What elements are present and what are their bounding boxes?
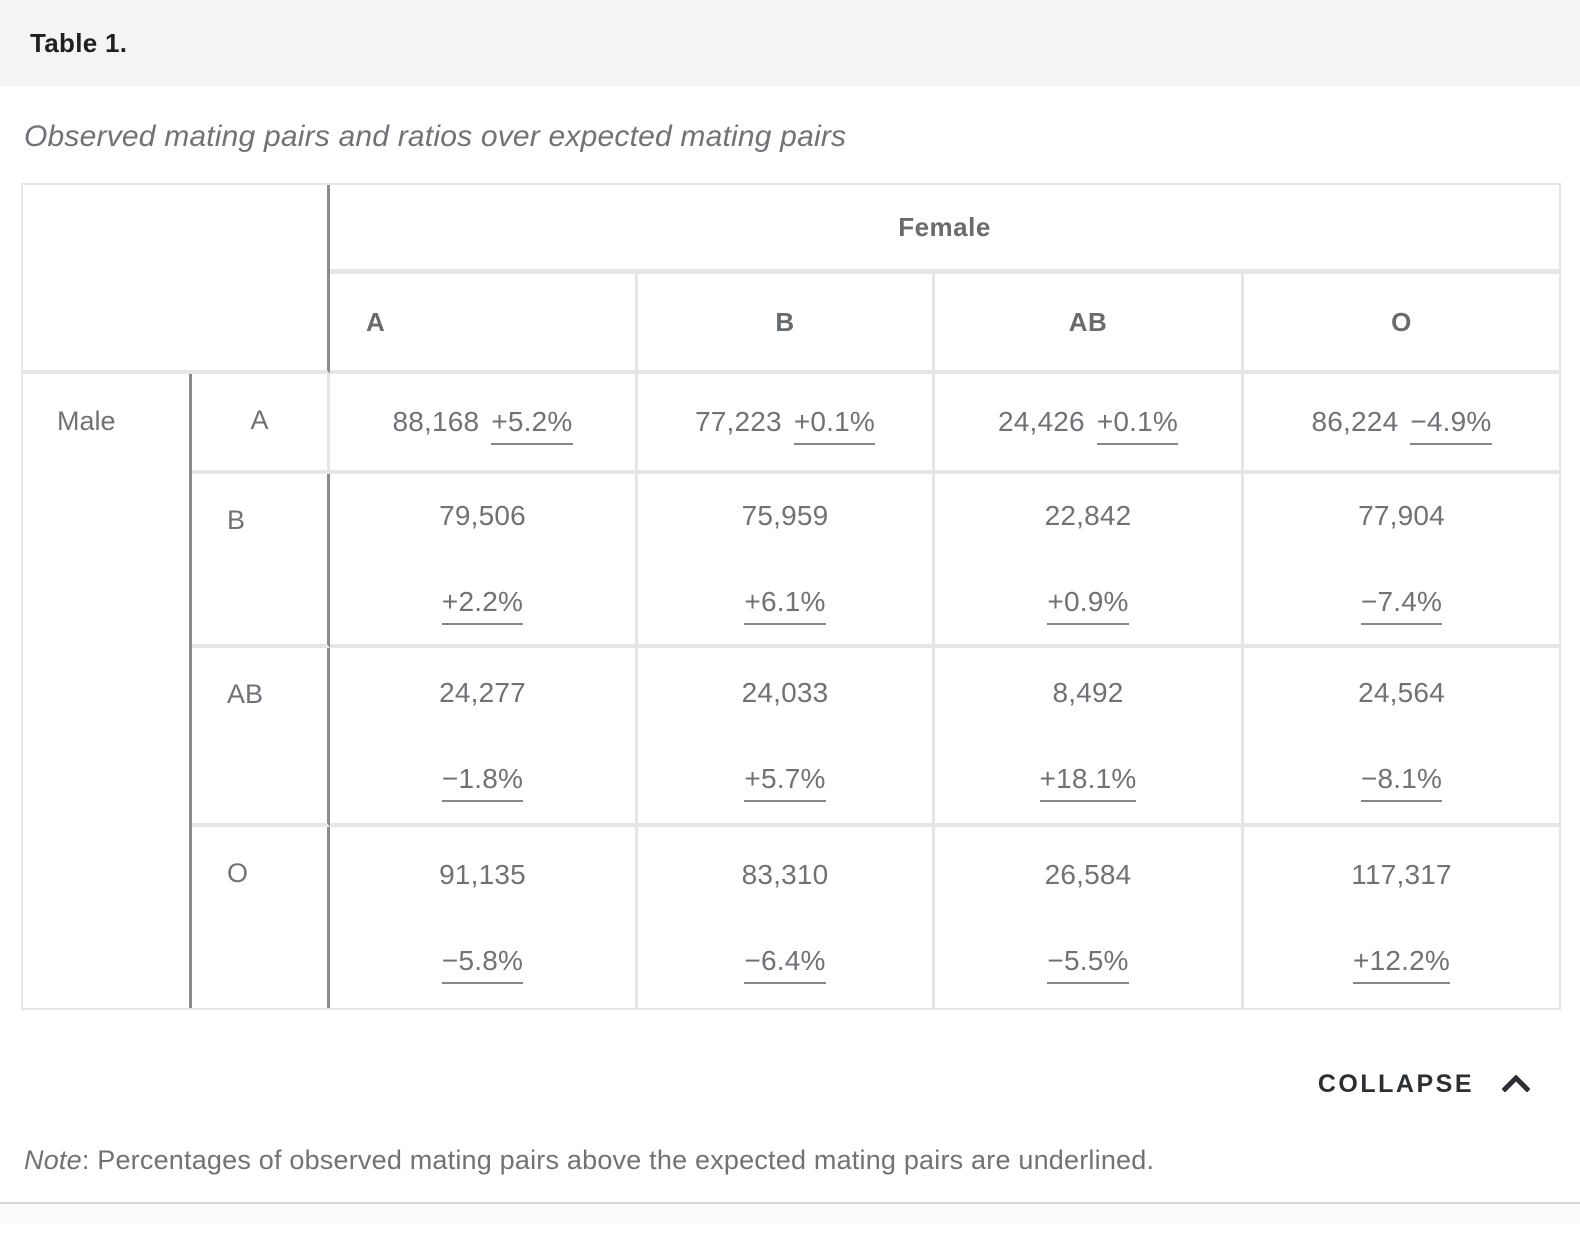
chevron-up-icon xyxy=(1501,1070,1531,1099)
observed-count: 83,310 xyxy=(741,858,829,890)
cell-male-a-female-o: 86,224 −4.9% xyxy=(1244,374,1560,474)
ratio-value: +2.2% xyxy=(441,586,524,625)
observed-count: 24,564 xyxy=(1358,676,1445,708)
ratio-value: −5.8% xyxy=(441,944,524,984)
cell-male-ab-female-ab: 8,492 +18.1% xyxy=(935,648,1244,827)
cell-male-o-female-ab: 26,584 −5.5% xyxy=(935,827,1244,1008)
col-header-female-b: B xyxy=(638,274,935,374)
observed-count: 75,959 xyxy=(741,500,829,531)
ratio-value: +6.1% xyxy=(744,586,826,625)
collapse-label: COLLAPSE xyxy=(1317,1070,1474,1098)
ratio-value: −7.4% xyxy=(1360,586,1443,625)
cell-male-ab-female-o: 24,564 −8.1% xyxy=(1244,648,1560,827)
female-group-header: Female xyxy=(330,185,1560,274)
observed-count: 91,135 xyxy=(439,858,526,890)
ratio-value: −8.1% xyxy=(1360,762,1443,802)
cell-male-o-female-o: 117,317 +12.2% xyxy=(1244,827,1560,1008)
row-header-male-b: B xyxy=(192,474,330,648)
observed-count: 24,277 xyxy=(439,676,526,708)
table-row: B 79,506 +2.2% 75,959 +6.1% 22,842 +0.9%… xyxy=(23,474,1560,648)
ratio-value: −5.5% xyxy=(1047,944,1129,984)
ratio-value: −1.8% xyxy=(441,762,524,802)
ratio-value: −4.9% xyxy=(1410,406,1492,445)
note-label: Note xyxy=(24,1145,82,1175)
ratio-value: +18.1% xyxy=(1039,762,1137,802)
observed-count: 24,426 xyxy=(997,406,1085,437)
section-divider xyxy=(0,1202,1580,1224)
observed-count: 22,842 xyxy=(1044,500,1132,531)
cell-male-ab-female-a: 24,277 −1.8% xyxy=(330,648,638,827)
cell-male-a-female-ab: 24,426 +0.1% xyxy=(935,374,1244,474)
table-note: Note: Percentages of observed mating pai… xyxy=(24,1145,1580,1176)
collapse-button[interactable]: COLLAPSE xyxy=(1317,1070,1531,1099)
table-title-bar: Table 1. xyxy=(0,0,1580,86)
ratio-value: +5.2% xyxy=(491,406,573,445)
cell-male-o-female-b: 83,310 −6.4% xyxy=(638,827,935,1008)
table-row: O 91,135 −5.8% 83,310 −6.4% 26,584 −5.5%… xyxy=(23,827,1560,1008)
collapse-row: COLLAPSE xyxy=(0,1070,1531,1099)
table-row: AB 24,277 −1.8% 24,033 +5.7% 8,492 +18.1… xyxy=(23,648,1560,827)
cell-male-ab-female-b: 24,033 +5.7% xyxy=(638,648,935,827)
cell-male-b-female-ab: 22,842 +0.9% xyxy=(935,474,1244,648)
note-text: : Percentages of observed mating pairs a… xyxy=(81,1145,1155,1175)
cell-male-b-female-b: 75,959 +6.1% xyxy=(638,474,935,648)
cell-male-o-female-a: 91,135 −5.8% xyxy=(330,827,638,1008)
observed-count: 88,168 xyxy=(392,406,480,437)
ratio-value: +12.2% xyxy=(1353,944,1450,984)
observed-count: 86,224 xyxy=(1311,406,1399,437)
male-group-header: Male xyxy=(23,374,192,1008)
col-header-female-o: O xyxy=(1244,274,1560,374)
observed-count: 77,904 xyxy=(1358,500,1445,531)
observed-count: 117,317 xyxy=(1351,858,1452,890)
ratio-value: +0.1% xyxy=(1096,406,1178,445)
cell-male-b-female-a: 79,506 +2.2% xyxy=(330,474,638,648)
observed-count: 77,223 xyxy=(694,406,782,437)
observed-count: 24,033 xyxy=(741,676,829,708)
mating-pairs-table: Female A B AB O Male A 88,168 +5.2% 77,22… xyxy=(21,183,1562,1010)
col-header-female-a: A xyxy=(330,274,638,374)
observed-count: 8,492 xyxy=(1052,676,1124,708)
row-header-male-a: A xyxy=(192,374,330,474)
table-caption: Observed mating pairs and ratios over ex… xyxy=(24,120,847,153)
col-header-female-ab: AB xyxy=(935,274,1244,374)
observed-count: 79,506 xyxy=(439,500,526,531)
corner-cell xyxy=(23,185,330,374)
row-header-male-ab: AB xyxy=(192,648,330,827)
ratio-value: +5.7% xyxy=(744,762,826,802)
cell-male-a-female-b: 77,223 +0.1% xyxy=(638,374,935,474)
cell-male-b-female-o: 77,904 −7.4% xyxy=(1244,474,1560,648)
ratio-value: −6.4% xyxy=(744,944,826,984)
table-row: Male A 88,168 +5.2% 77,223 +0.1% 24,426 +0.… xyxy=(23,374,1560,1008)
observed-count: 26,584 xyxy=(1044,858,1132,890)
table-title: Table 1. xyxy=(30,27,128,58)
ratio-value: +0.9% xyxy=(1047,586,1129,625)
cell-male-a-female-a: 88,168 +5.2% xyxy=(330,374,638,474)
ratio-value: +0.1% xyxy=(793,406,875,445)
row-header-male-o: O xyxy=(192,827,330,1008)
table-container: Female A B AB O Male A 88,168 +5.2% 77,22… xyxy=(21,183,1562,1010)
